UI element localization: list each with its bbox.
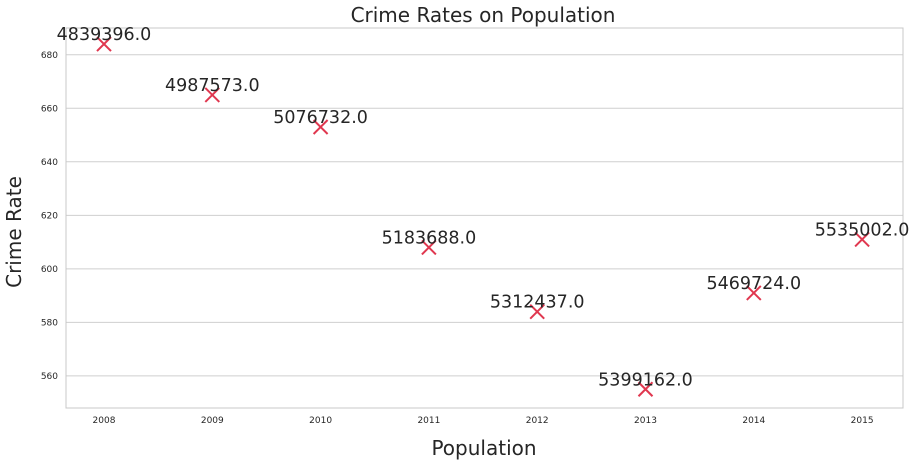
data-point [96,36,112,52]
x-tick-label: 2009 [201,416,224,426]
y-tick-labels: 560 580 600 620 640 660 680 [41,51,58,382]
chart-title: Crime Rates on Population [351,3,616,27]
y-tick-label: 580 [41,318,58,328]
grid-lines [66,54,903,377]
data-point [637,381,654,397]
y-axis-label: Crime Rate [2,176,26,288]
x-tick-label: 2012 [526,416,549,426]
y-tick-label: 600 [41,265,58,275]
x-tick-label: 2008 [93,416,116,426]
data-label: 5183688.0 [382,228,477,248]
data-label: 4839396.0 [57,25,152,45]
data-point [204,87,221,103]
data-label: 4987573.0 [165,76,260,96]
y-tick-label: 560 [41,372,58,382]
y-tick-label: 660 [41,104,58,114]
data-label: 5535002.0 [815,220,910,240]
data-labels: 4839396.0 4987573.0 5076732.0 5183688.0 5312… [57,25,910,390]
x-tick-label: 2015 [851,416,874,426]
x-tick-labels: 2008 2009 2010 2011 2012 2013 2014 2015 [93,416,874,426]
y-tick-label: 620 [41,211,58,221]
data-point [746,285,762,301]
data-label: 5399162.0 [598,370,693,390]
x-axis-label: Population [431,436,536,460]
data-label: 5312437.0 [490,293,585,313]
data-point [312,119,329,135]
data-point [529,303,545,320]
y-tick-label: 680 [41,51,58,61]
x-tick-label: 2013 [634,416,657,426]
data-label: 5469724.0 [706,274,801,294]
x-tick-label: 2010 [309,416,332,426]
data-point [854,231,870,248]
x-tick-label: 2011 [417,416,440,426]
data-points [96,36,870,397]
data-label: 5076732.0 [273,108,368,128]
data-point [421,239,437,256]
x-tick-label: 2014 [742,416,765,426]
y-tick-label: 640 [41,158,58,168]
plot-frame [65,27,904,409]
